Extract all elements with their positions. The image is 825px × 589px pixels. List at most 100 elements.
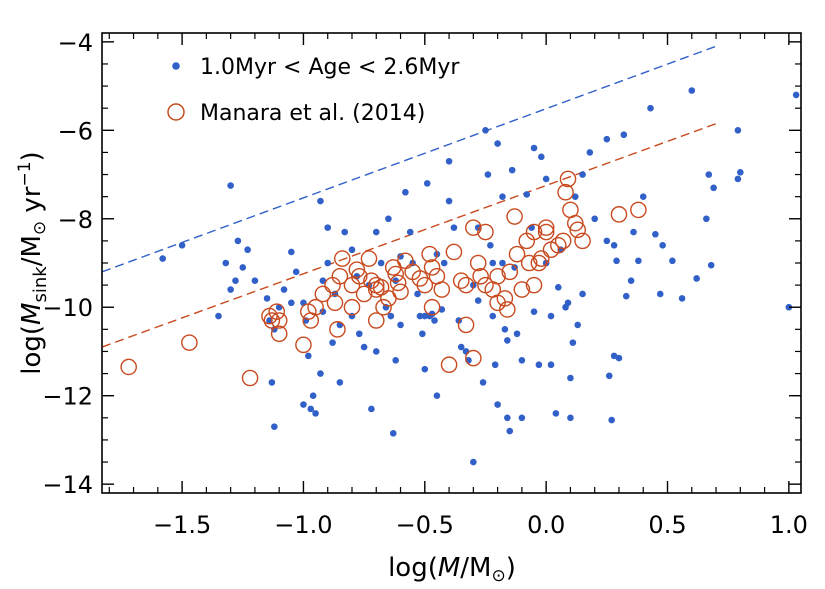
sim-point bbox=[737, 169, 744, 176]
sim-point bbox=[392, 357, 399, 364]
sim-point bbox=[324, 259, 332, 267]
manara-point bbox=[268, 303, 286, 320]
y-tick-label: −8 bbox=[58, 206, 93, 234]
sim-point bbox=[319, 277, 327, 284]
sim-point bbox=[336, 379, 344, 386]
sim-point bbox=[494, 401, 501, 408]
y-tick-label: −4 bbox=[58, 29, 93, 57]
y-axis-title: log(Msink/M⊙ yr−1) bbox=[15, 151, 51, 374]
sim-point bbox=[652, 230, 659, 238]
sim-point bbox=[707, 261, 715, 269]
sim-point bbox=[554, 284, 562, 291]
sim-point bbox=[215, 312, 222, 320]
manara-point bbox=[360, 250, 378, 267]
manara-point bbox=[314, 285, 332, 303]
manara-point bbox=[333, 250, 351, 267]
manara-point bbox=[270, 312, 288, 329]
sim-point bbox=[586, 149, 594, 156]
sim-point bbox=[501, 326, 509, 333]
manara-point bbox=[501, 263, 519, 281]
sim-point bbox=[603, 135, 611, 143]
sim-point bbox=[280, 286, 288, 293]
sim-point bbox=[470, 458, 477, 466]
manara-point bbox=[120, 358, 137, 376]
manara-point bbox=[566, 214, 584, 232]
manara-point bbox=[537, 223, 555, 241]
sim-point bbox=[489, 312, 497, 320]
data-points bbox=[120, 87, 800, 466]
manara-point bbox=[520, 254, 538, 272]
sim-point bbox=[222, 259, 230, 267]
sim-point bbox=[482, 127, 489, 134]
sim-point bbox=[232, 277, 239, 284]
sim-point bbox=[288, 299, 295, 307]
sim-point bbox=[567, 374, 574, 382]
sim-point bbox=[428, 310, 436, 318]
sim-point bbox=[513, 330, 521, 338]
sim-point bbox=[579, 171, 586, 178]
sim-point bbox=[547, 312, 555, 320]
sim-point bbox=[613, 257, 620, 265]
legend-marker-manara bbox=[167, 103, 185, 121]
sim-point bbox=[705, 171, 713, 178]
manara-point bbox=[506, 208, 523, 225]
sim-point bbox=[392, 277, 399, 284]
manara-point bbox=[499, 301, 516, 318]
manara-point bbox=[533, 250, 550, 267]
manara-point bbox=[367, 312, 385, 329]
manara-point bbox=[241, 369, 259, 387]
manara-point bbox=[307, 298, 324, 316]
y-tick-label: −10 bbox=[42, 294, 93, 322]
x-tick-label: −1.0 bbox=[274, 511, 332, 539]
sim-point bbox=[535, 361, 543, 369]
manara-point bbox=[496, 290, 514, 307]
sim-point bbox=[368, 405, 375, 413]
sim-point bbox=[271, 423, 278, 430]
sim-point bbox=[669, 257, 676, 265]
sim-point bbox=[734, 175, 742, 183]
sim-point bbox=[307, 405, 315, 413]
sim-point bbox=[622, 292, 630, 300]
manara-point bbox=[537, 219, 555, 236]
sim-point bbox=[312, 410, 319, 417]
sim-point bbox=[305, 352, 312, 360]
y-tick-label: −14 bbox=[42, 471, 93, 499]
manara-point bbox=[569, 221, 587, 239]
fit-lines bbox=[102, 45, 717, 348]
sim-point bbox=[499, 193, 506, 200]
fit-line-manara bbox=[102, 123, 717, 348]
manara-point bbox=[554, 232, 572, 250]
manara-point bbox=[452, 272, 470, 289]
y-tick-label: −12 bbox=[42, 383, 93, 411]
sim-point bbox=[416, 312, 424, 320]
manara-point bbox=[270, 325, 288, 343]
manara-point bbox=[477, 223, 494, 241]
manara-point bbox=[440, 356, 458, 374]
manara-point bbox=[348, 261, 366, 278]
sim-point bbox=[627, 277, 635, 284]
manara-point bbox=[343, 298, 361, 316]
manara-point bbox=[610, 206, 628, 223]
sim-point bbox=[734, 127, 742, 134]
sim-point bbox=[387, 312, 395, 320]
sim-point bbox=[603, 237, 611, 245]
x-tick-label: 1.0 bbox=[770, 511, 808, 539]
sim-point bbox=[234, 237, 242, 245]
fit-line-sim bbox=[102, 45, 717, 273]
sim-point bbox=[421, 312, 429, 320]
x-tick-label: 0.0 bbox=[527, 511, 565, 539]
sim-point bbox=[317, 370, 324, 377]
manara-point bbox=[392, 283, 409, 301]
manara-point bbox=[355, 285, 373, 303]
manara-point bbox=[350, 267, 368, 285]
sim-point bbox=[508, 166, 516, 174]
sim-point bbox=[620, 131, 628, 139]
sim-point bbox=[569, 339, 577, 346]
sim-point bbox=[506, 427, 514, 435]
x-tick-label: −0.5 bbox=[396, 511, 454, 539]
manara-point bbox=[525, 223, 543, 241]
sim-point bbox=[372, 348, 380, 355]
sim-point bbox=[523, 191, 531, 198]
manara-point bbox=[525, 276, 543, 294]
